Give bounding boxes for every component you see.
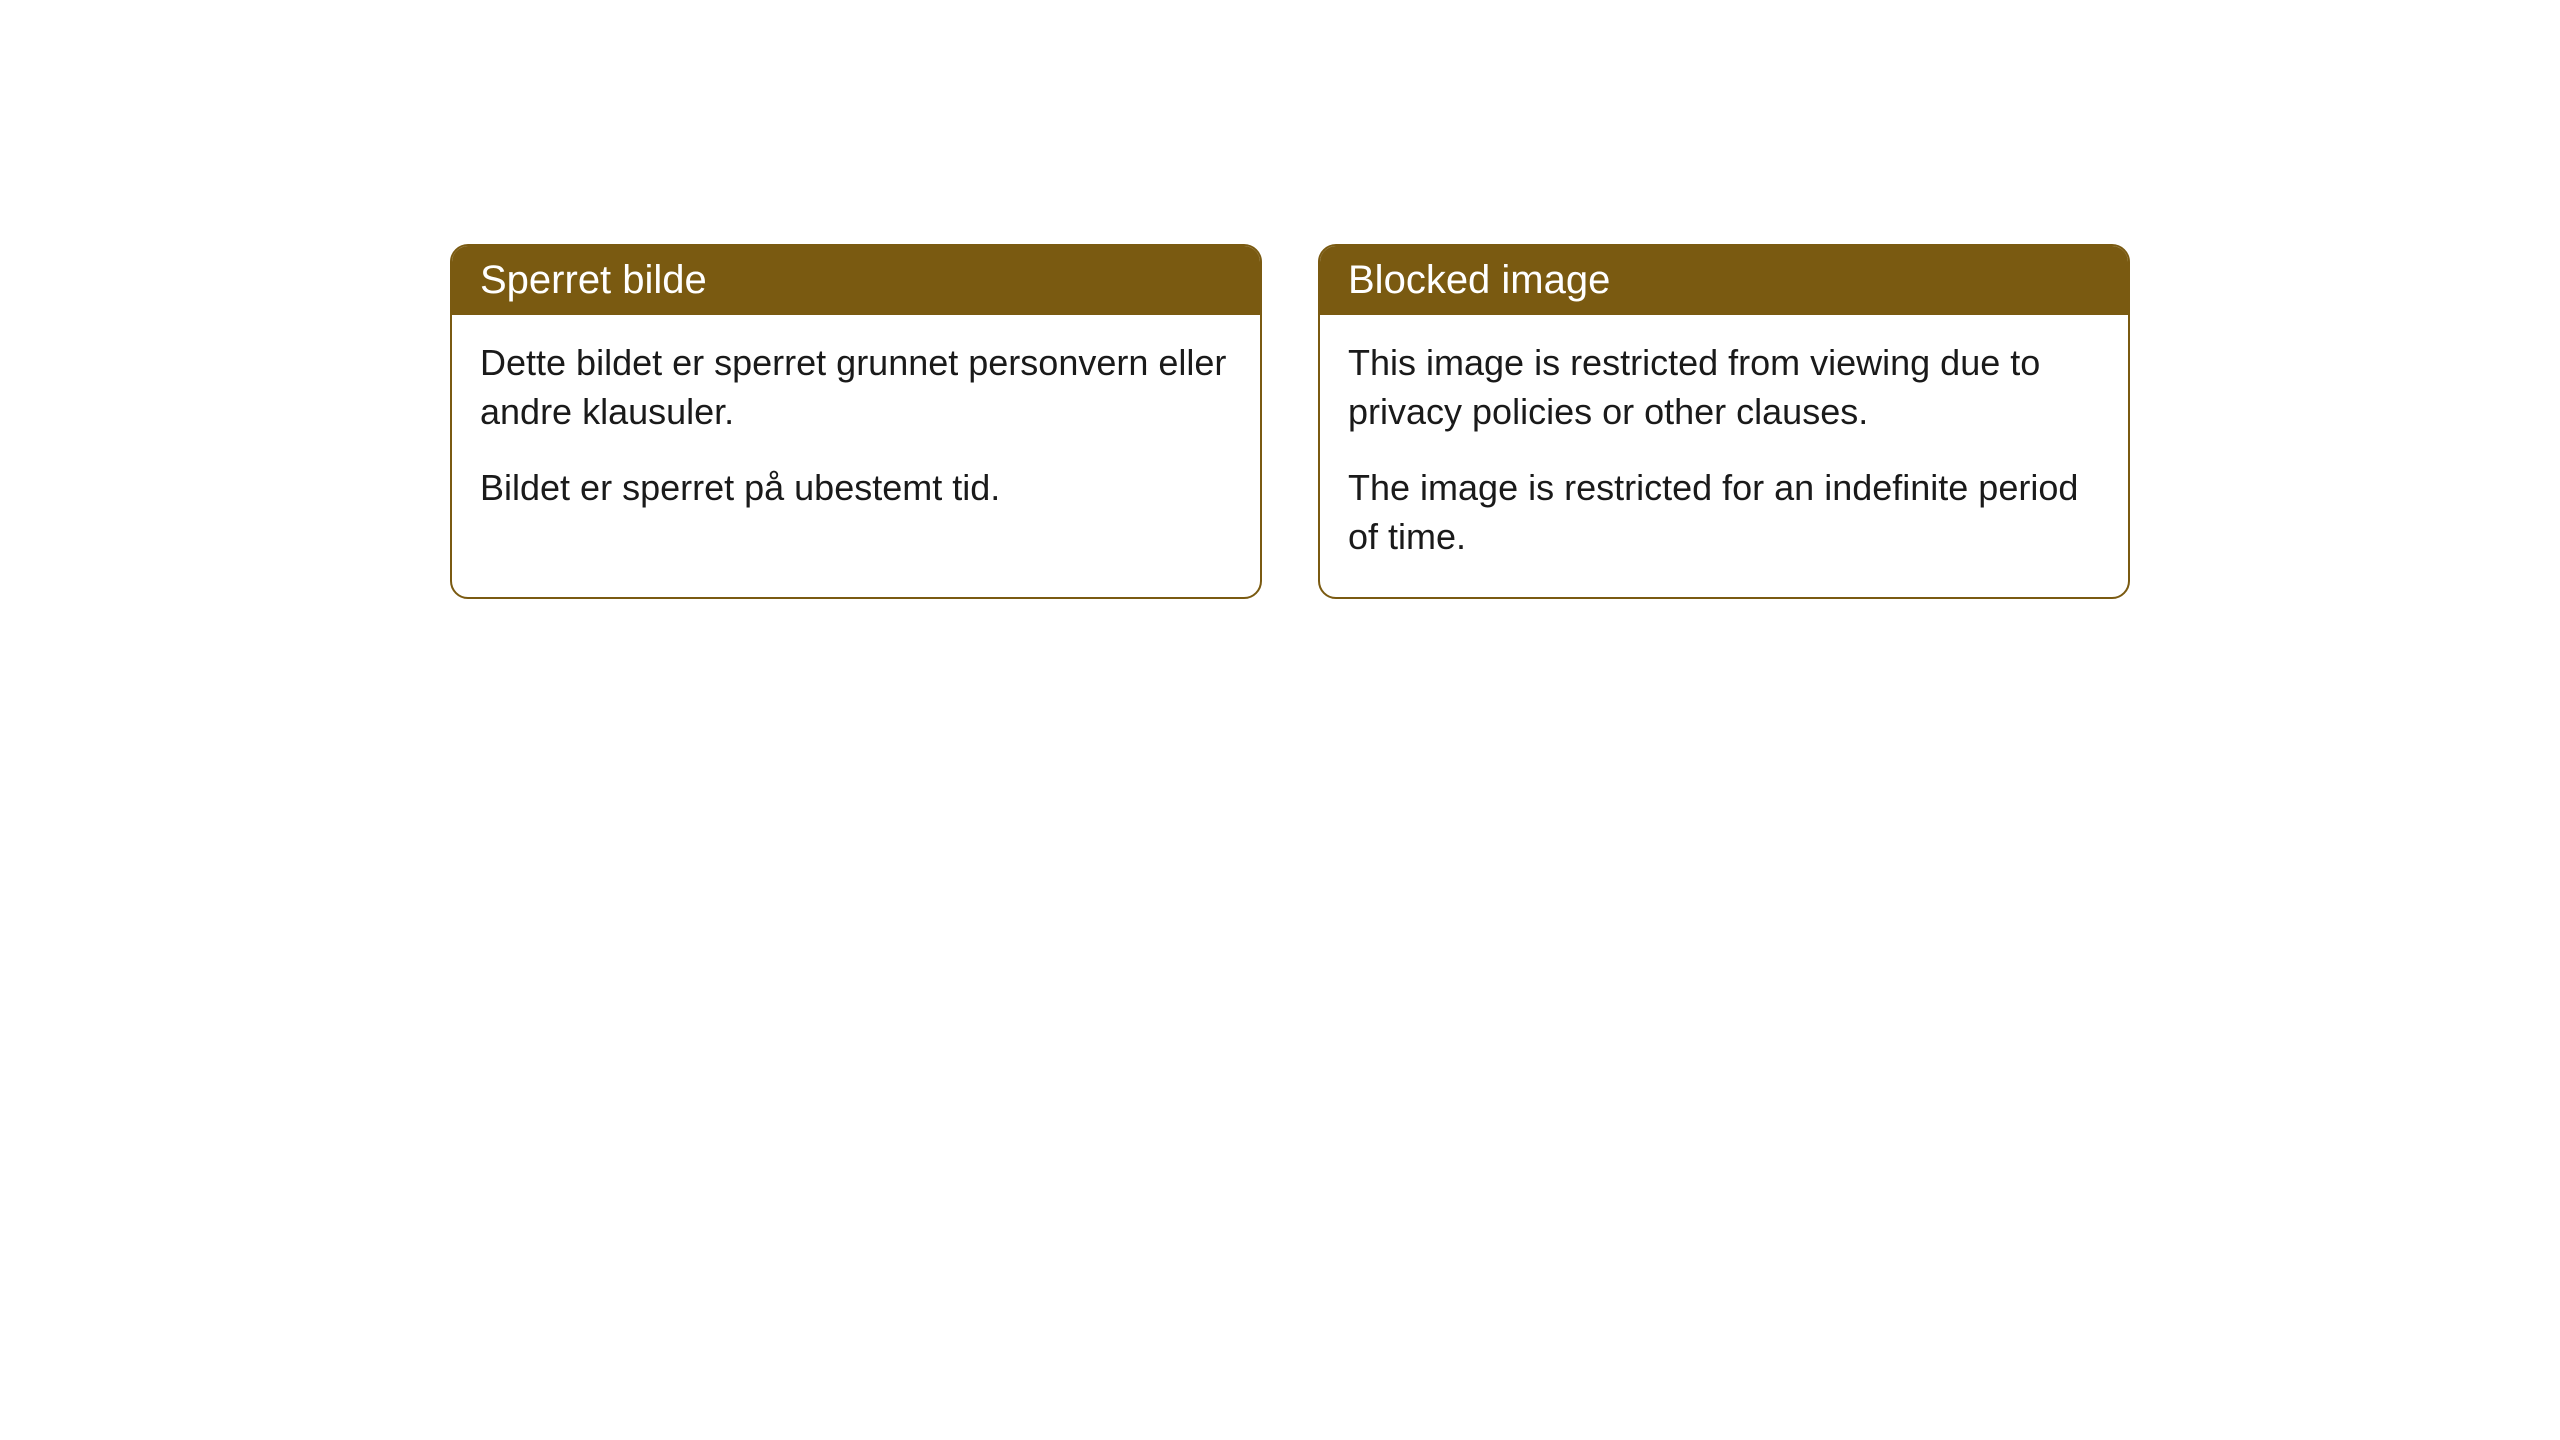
card-body: This image is restricted from viewing du…: [1320, 315, 2128, 597]
card-body: Dette bildet er sperret grunnet personve…: [452, 315, 1260, 549]
card-header: Sperret bilde: [452, 246, 1260, 315]
notice-card-english: Blocked image This image is restricted f…: [1318, 244, 2130, 599]
notice-card-norwegian: Sperret bilde Dette bildet er sperret gr…: [450, 244, 1262, 599]
card-paragraph: Bildet er sperret på ubestemt tid.: [480, 464, 1232, 513]
card-paragraph: The image is restricted for an indefinit…: [1348, 464, 2100, 561]
card-header: Blocked image: [1320, 246, 2128, 315]
card-title: Sperret bilde: [480, 258, 707, 302]
card-paragraph: Dette bildet er sperret grunnet personve…: [480, 339, 1232, 436]
notice-cards-container: Sperret bilde Dette bildet er sperret gr…: [450, 244, 2130, 599]
card-title: Blocked image: [1348, 258, 1610, 302]
card-paragraph: This image is restricted from viewing du…: [1348, 339, 2100, 436]
